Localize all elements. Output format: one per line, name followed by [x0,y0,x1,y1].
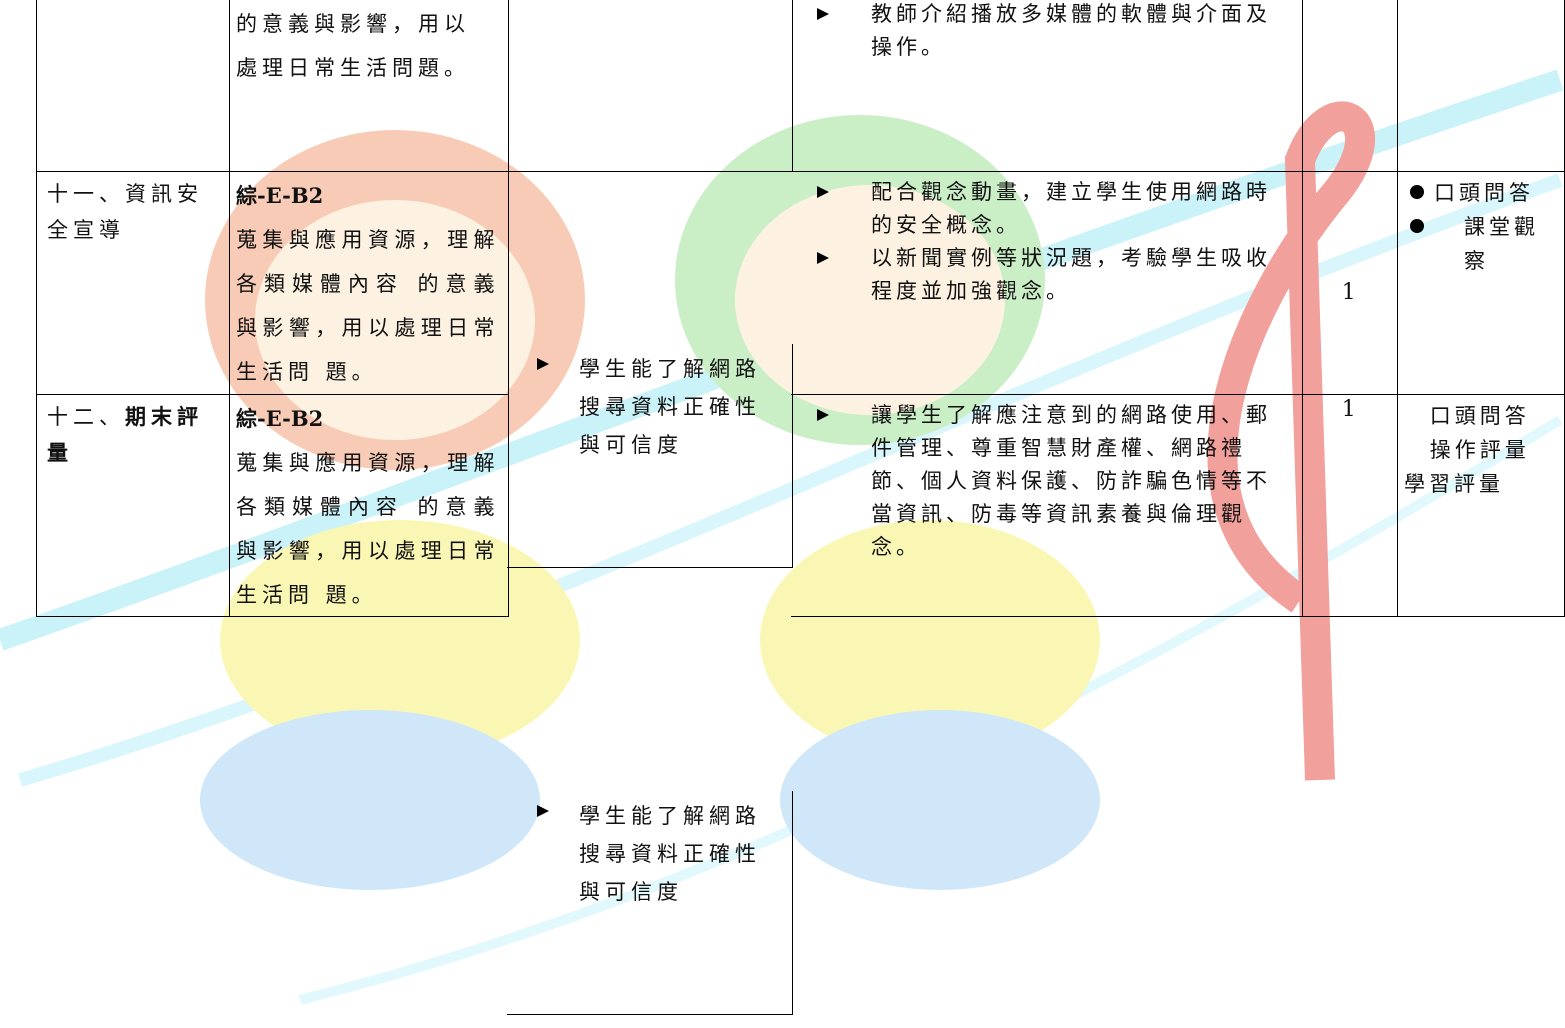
periods-cell: 1 [1301,393,1398,617]
bullet-arrow [817,409,829,421]
assessment: 口頭問答 [1434,181,1534,205]
topic: 十一、資訊安全宣導 [47,182,203,242]
objective-cell: 學生能了解網路搜尋資料正確性與可信度 [507,343,793,568]
competency-cell: 綜-E-B2 蒐集與應用資源，理解各類媒體內容 的意義與影響，用以處理日常生活問 … [228,170,509,395]
activity: 以新聞實例等狀況題，考驗學生吸收程度並加強觀念。 [871,246,1271,303]
topic-cell: 十二、期末評量 [36,393,230,617]
bullet-dot [1410,185,1424,199]
pants [200,710,540,890]
face [735,185,1005,415]
objective-cell [507,0,793,172]
activity: 教師介紹播放多媒體的軟體與介面及操作。 [871,2,1271,59]
competency-code: 綜-E-B2 [236,183,324,208]
competency-line: 的意義與影響，用以 [236,12,470,36]
objective: 學生能了解網路搜尋資料正確性與可信度 [579,356,761,457]
activities-cell: 讓學生了解應注意到的網路使用、郵件管理、尊重智慧財產權、網路禮節、個人資料保護、… [791,393,1303,617]
periods-cell: 1 [1301,170,1398,395]
assessment-item: 口頭問答 [1404,399,1556,433]
assessment: 學習評量 [1404,472,1504,496]
topic-cell [36,0,230,172]
body [220,520,580,760]
bullet-arrow [537,805,549,817]
activities-cell: 配合觀念動畫，建立學生使用網路時的安全概念。 以新聞實例等狀況題，考驗學生吸收程度… [791,170,1303,395]
assessment-item: 口頭問答 [1404,176,1556,210]
assessment-cell: 口頭問答操作評量學習評量 [1396,393,1565,617]
assessment-item: 課堂觀察 [1404,210,1556,278]
competency-line: 處理日常生活問題。 [236,56,470,80]
assessment-cell: 口頭問答課堂觀察 [1396,170,1565,395]
periods-cell [1301,0,1398,172]
bullet-arrow [817,8,829,20]
face [255,200,535,440]
topic-bold: 期末評量 [47,404,203,465]
activities-cell: 教師介紹播放多媒體的軟體與介面及操作。 [791,0,1303,172]
periods: 1 [1341,280,1356,305]
competency-text: 蒐集與應用資源，理解各類媒體內容 的意義與影響，用以處理日常生活問 題。 [236,451,500,607]
treble-clef [1207,101,1376,781]
activity: 配合觀念動畫，建立學生使用網路時的安全概念。 [871,180,1271,237]
topic: 十二、 [47,405,125,429]
assessment: 操作評量 [1429,438,1530,462]
objective-cell: 學生能了解網路搜尋資料正確性與可信度 [507,791,793,1015]
competency-cell: 綜-E-B2 蒐集與應用資源，理解各類媒體內容 的意義與影響，用以處理日常生活問 … [228,393,509,617]
activity-item: 以新聞實例等狀況題，考驗學生吸收程度並加強觀念。 [799,242,1294,308]
periods: 1 [1341,397,1356,422]
activity-item: 配合觀念動畫，建立學生使用網路時的安全概念。 [799,176,1294,242]
assessment-item: 操作評量 [1404,433,1556,467]
assessment-item: 學習評量 [1404,467,1556,501]
bullet-dot [1410,219,1424,233]
wave [0,69,1564,651]
objective: 學生能了解網路搜尋資料正確性與可信度 [579,804,761,904]
assessment-cell [1396,0,1565,172]
bullet-arrow [817,186,829,198]
topic-cell: 十一、資訊安全宣導 [36,170,230,395]
activity-item: 教師介紹播放多媒體的軟體與介面及操作。 [799,0,1294,64]
body [760,520,1100,760]
pants [780,710,1100,890]
assessment: 口頭問答 [1429,404,1530,428]
bullet-arrow [817,252,829,264]
competency-cell: 的意義與影響，用以 處理日常生活問題。 [228,0,509,172]
competency-text: 蒐集與應用資源，理解各類媒體內容 的意義與影響，用以處理日常生活問 題。 [236,228,500,384]
lesson-table: 的意義與影響，用以 處理日常生活問題。 教師介紹播放多媒體的軟體與介面及操作。十一、… [36,0,1565,1015]
bullet-arrow [537,357,549,370]
activity: 讓學生了解應注意到的網路使用、郵件管理、尊重智慧財產權、網路禮節、個人資料保護、… [871,403,1271,559]
activity-item: 讓學生了解應注意到的網路使用、郵件管理、尊重智慧財產權、網路禮節、個人資料保護、… [799,399,1294,564]
assessment: 課堂觀察 [1464,215,1539,273]
competency-code: 綜-E-B2 [236,406,324,431]
